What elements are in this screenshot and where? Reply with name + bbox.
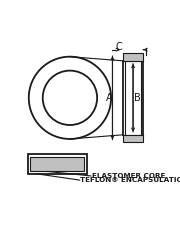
Text: ELASTOMER CORE: ELASTOMER CORE	[92, 173, 165, 179]
Text: TEFLON® ENCAPSULATION: TEFLON® ENCAPSULATION	[80, 177, 180, 183]
Bar	[28, 154, 87, 174]
Text: B: B	[134, 93, 140, 103]
Bar	[123, 53, 143, 61]
Bar	[123, 135, 143, 143]
Text: C: C	[116, 42, 122, 52]
Text: A: A	[106, 93, 113, 103]
Bar	[30, 157, 84, 171]
